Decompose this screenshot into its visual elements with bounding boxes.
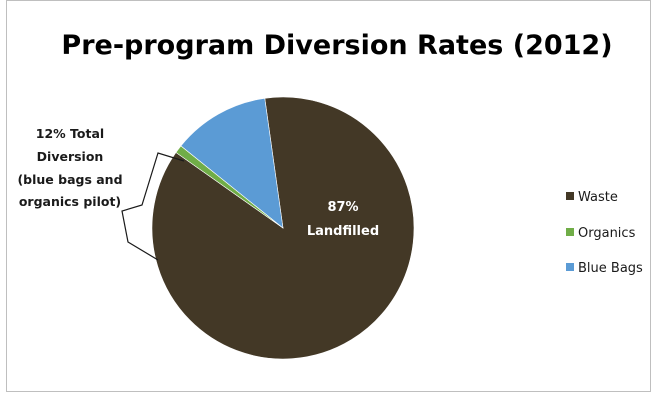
legend-swatch-blue-bags: [566, 263, 574, 271]
pie-slice-blue-bags: [180, 97, 284, 229]
legend-swatch-waste: [566, 192, 574, 200]
diversion-line-3: (blue bags and: [17, 172, 122, 187]
diversion-bracket: [121, 152, 185, 261]
landfilled-label: 87% Landfilled: [307, 200, 379, 239]
legend-label-waste: Waste: [578, 190, 618, 205]
legend-label-blue-bags: Blue Bags: [578, 261, 643, 276]
diversion-line-2: Diversion: [37, 149, 104, 164]
legend-swatch-organics: [566, 228, 574, 236]
legend-label-organics: Organics: [578, 226, 636, 241]
chart-title: Pre-program Diversion Rates (2012): [61, 30, 612, 61]
diversion-line-4: organics pilot): [19, 194, 121, 209]
landfilled-percent: 87%: [327, 200, 358, 215]
diversion-annotation: 12% Total Diversion (blue bags and organ…: [17, 126, 122, 209]
landfilled-text: Landfilled: [307, 224, 379, 239]
legend: Waste Organics Blue Bags: [566, 190, 643, 276]
pie-slices: [151, 96, 415, 360]
diversion-line-1: 12% Total: [36, 126, 104, 141]
